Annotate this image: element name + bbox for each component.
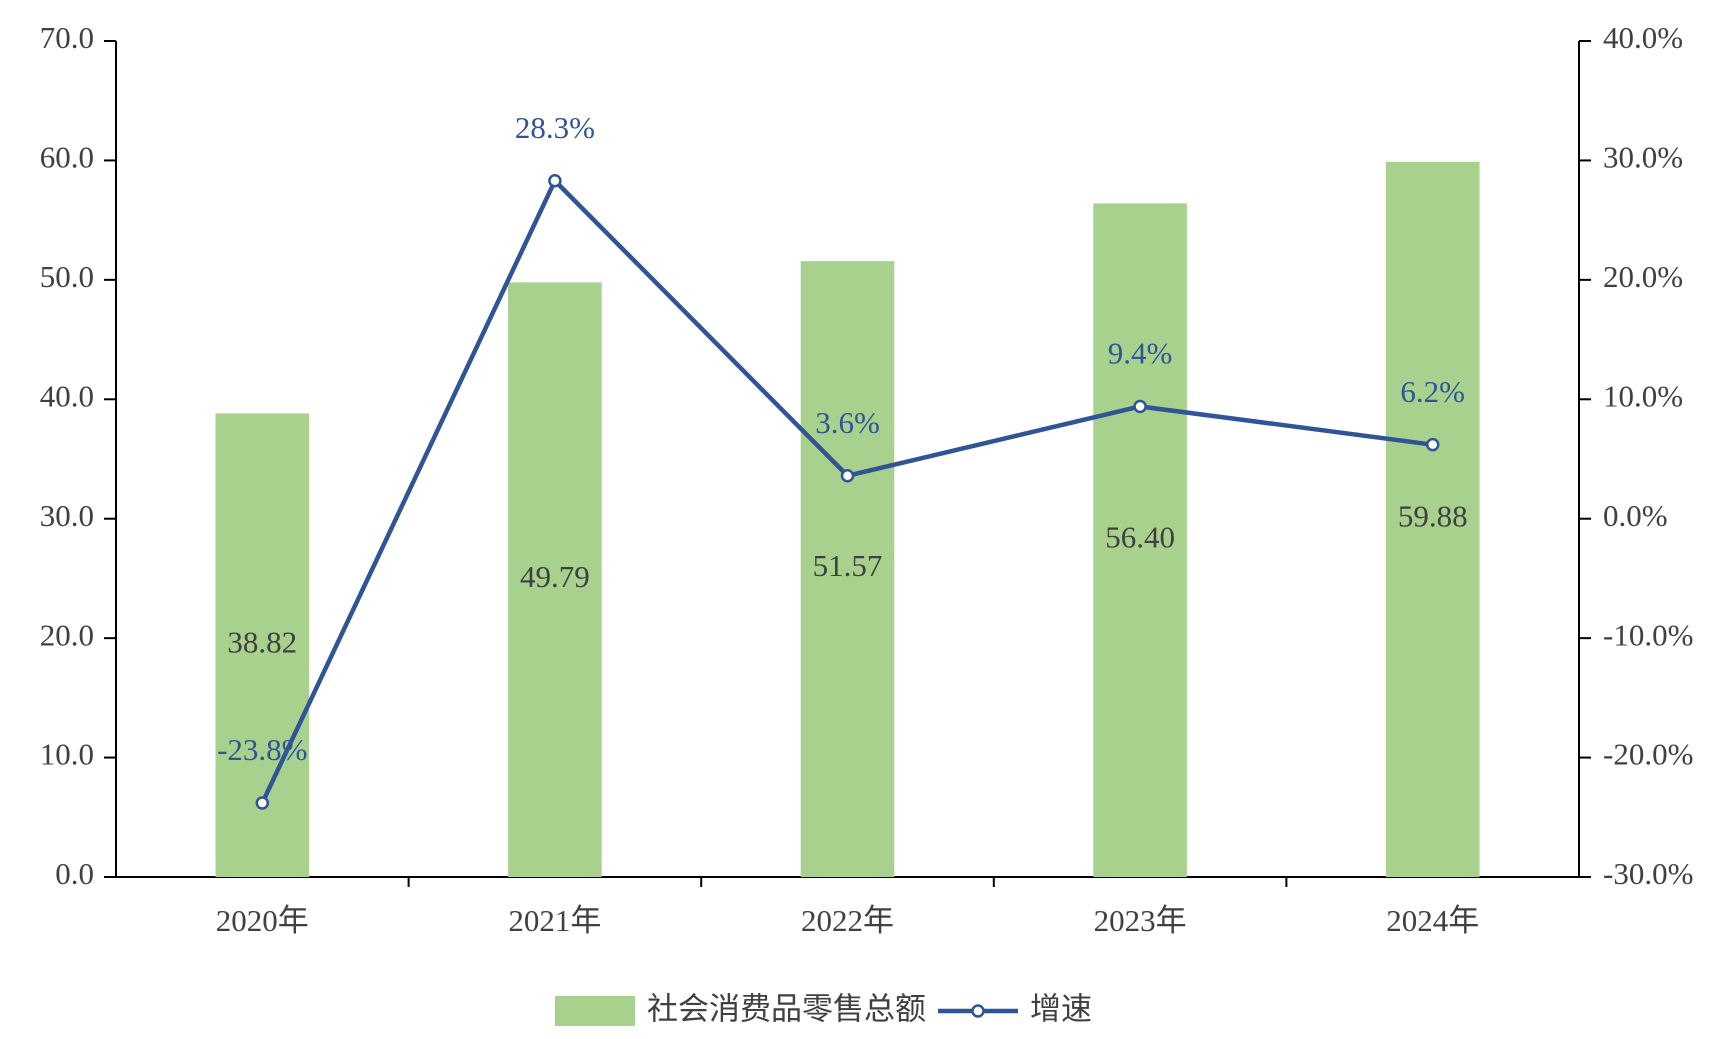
- y2-tick-label: -10.0%: [1603, 617, 1693, 652]
- bar-value-label: 38.82: [227, 624, 297, 659]
- legend-label: 增速: [1030, 992, 1092, 1028]
- y-tick-label: 20.0: [40, 617, 94, 652]
- bar: [1385, 161, 1480, 878]
- y-tick-label: 70.0: [40, 20, 94, 55]
- y2-tick-label: 20.0%: [1603, 259, 1683, 294]
- bar: [508, 282, 602, 878]
- y-tick-label: 0.0: [55, 856, 94, 891]
- bar-value-label: 59.88: [1398, 499, 1468, 534]
- y2-tick-label: -30.0%: [1603, 856, 1693, 891]
- x-tick-label: 2024年: [1386, 903, 1479, 938]
- line-value-label: 9.4%: [1108, 336, 1173, 371]
- y2-tick-label: 0.0%: [1603, 498, 1668, 533]
- y-tick-label: 50.0: [40, 259, 94, 294]
- line-value-label: 6.2%: [1400, 374, 1465, 409]
- legend: 社会消费品零售总额 增速: [555, 992, 1092, 1028]
- x-tick-label: 2021年: [508, 903, 601, 938]
- y-tick-label: 30.0: [40, 498, 94, 533]
- legend-swatch: [555, 996, 635, 1026]
- line-value-label: -23.8%: [217, 732, 307, 767]
- legend-label: 社会消费品零售总额: [647, 992, 926, 1028]
- line-value-label: 3.6%: [815, 405, 880, 440]
- y-tick-label: 10.0: [40, 737, 94, 772]
- x-tick-label: 2020年: [216, 903, 309, 938]
- line-value-label: 28.3%: [515, 110, 595, 145]
- legend-marker: [971, 1004, 985, 1018]
- y2-tick-label: 10.0%: [1603, 378, 1683, 413]
- x-tick-label: 2022年: [801, 903, 894, 938]
- bar: [800, 261, 895, 878]
- y2-tick-label: 40.0%: [1603, 20, 1683, 55]
- bar-value-label: 51.57: [813, 548, 883, 583]
- y2-tick-label: -20.0%: [1603, 737, 1693, 772]
- line-marker: [548, 173, 562, 188]
- line-marker: [255, 796, 270, 810]
- line-marker: [1133, 399, 1147, 414]
- line-marker: [1425, 437, 1440, 452]
- line-marker: [840, 468, 855, 483]
- bar-value-label: 49.79: [520, 559, 590, 594]
- y2-tick-label: 30.0%: [1603, 140, 1683, 175]
- x-tick-label: 2023年: [1094, 903, 1187, 938]
- bar-value-label: 56.40: [1105, 519, 1175, 554]
- bar: [1093, 203, 1187, 877]
- y-tick-label: 60.0: [40, 140, 94, 175]
- y-tick-label: 40.0: [40, 378, 94, 413]
